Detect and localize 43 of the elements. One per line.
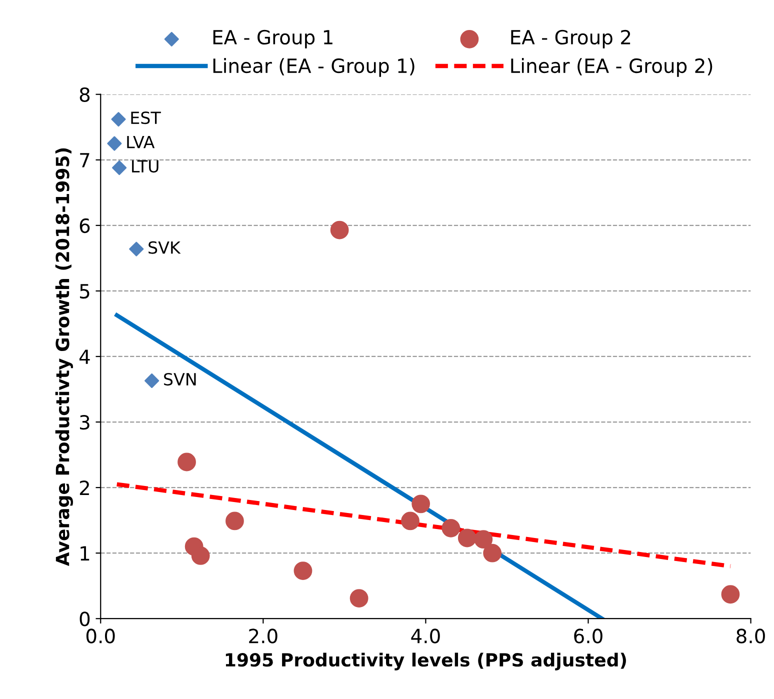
y-tick-label: 1 [80,546,90,560]
legend-label: EA - Group 2 [511,30,630,48]
point [474,530,493,549]
point [412,494,430,514]
x-tick-label: 2.0 [249,628,278,644]
y-tick-label: 3 [80,414,90,430]
y-tick-label: 2 [80,480,89,495]
point [226,512,244,530]
point [111,112,126,127]
point [107,136,122,151]
point [129,242,144,256]
y-tick-label: 6 [80,218,90,234]
point [442,518,460,538]
annotation: EST [131,111,161,124]
point [144,373,160,388]
legend-label: EA - Group 1 [213,30,332,48]
point [294,562,312,580]
annotation: SVN [164,372,196,386]
point [401,512,420,530]
annotation: LVA [127,136,155,148]
point [483,544,502,562]
y-tick-label: 4 [79,350,90,364]
x-tick-label: 0.0 [86,628,115,644]
point [350,589,368,608]
y-tick-label: 7 [80,153,90,168]
legend-label: Linear (EA - Group 1) [213,58,414,77]
point [191,546,210,565]
annotation: LTU [132,160,158,173]
point [458,528,476,548]
legend-label: Linear (EA - Group 2) [511,58,712,77]
y-tick-label: 5 [80,284,90,299]
x-tick-label: 4.0 [411,628,440,644]
y-tick-label: 0 [80,612,90,626]
point [330,220,349,240]
x-tick-label: 8.0 [736,628,765,644]
y-tick-label: 8 [80,87,90,102]
point [178,452,196,472]
x-tick-label: 6.0 [574,628,602,644]
point [112,160,127,176]
point [721,585,740,604]
annotation: SVK [148,241,181,254]
x-axis-title: 1995 Productivity levels (PPS adjusted) [226,652,626,670]
y-axis-title: Average Productivty Growth (2018-1995) [55,148,73,566]
